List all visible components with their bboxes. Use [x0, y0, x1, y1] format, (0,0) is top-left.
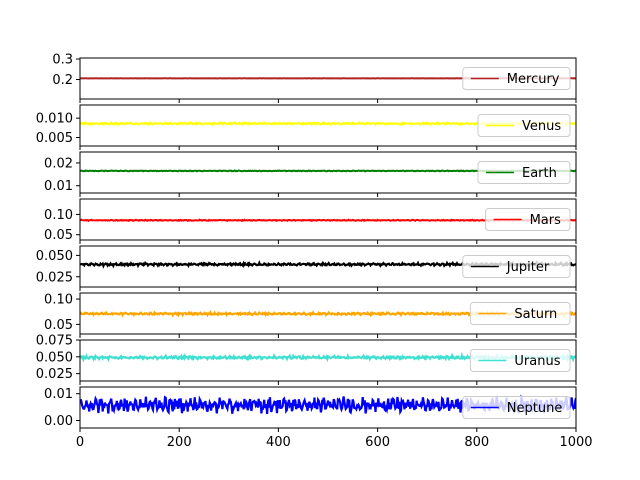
panel-venus: 0.005 0.010 Venus — [36, 104, 577, 150]
panel-neptune: 0.00 0.01 0 200 400 600 800 1000 Neptune — [44, 386, 593, 450]
legend-box-mercury — [462, 67, 571, 90]
y-tick-label-neptune: 0.01 — [44, 387, 73, 402]
legend-box-neptune — [462, 396, 571, 419]
y-tick-label-jupiter: 0.025 — [36, 270, 73, 285]
y-tick-label-mars: 0.10 — [44, 208, 73, 223]
legend-box-venus — [477, 114, 571, 137]
y-tick-label-uranus: 0.075 — [36, 334, 73, 349]
legend-earth: Earth — [477, 161, 571, 184]
axes-frame-saturn — [79, 292, 577, 335]
x-tick-label: 400 — [266, 435, 291, 450]
axes-frame-mercury — [79, 57, 577, 100]
y-tick-label-neptune: 0.00 — [44, 414, 73, 429]
legend-label-mars: Mars — [530, 213, 562, 228]
legend-jupiter: Jupiter — [462, 255, 571, 278]
axes-frame-jupiter — [79, 245, 577, 288]
y-tick-label-uranus: 0.050 — [36, 350, 73, 365]
y-tick-label-venus: 0.010 — [36, 112, 73, 127]
legend-venus: Venus — [477, 114, 571, 137]
y-tick-label-earth: 0.01 — [44, 179, 73, 194]
y-tick-label-saturn: 0.10 — [44, 293, 73, 308]
legend-mars: Mars — [485, 208, 571, 231]
x-tick-label: 0 — [76, 435, 84, 450]
panel-saturn: 0.05 0.10 Saturn — [44, 292, 577, 338]
legend-box-mars — [485, 208, 571, 231]
panel-mars: 0.05 0.10 Mars — [44, 198, 577, 244]
axes-frame-venus — [79, 104, 577, 147]
y-tick-label-jupiter: 0.050 — [36, 249, 73, 264]
y-tick-label-mercury: 0.2 — [52, 73, 73, 88]
legend-neptune: Neptune — [462, 396, 571, 419]
legend-saturn: Saturn — [469, 302, 571, 325]
x-tick-label: 800 — [464, 435, 489, 450]
legend-label-earth: Earth — [522, 166, 557, 181]
y-tick-label-uranus: 0.025 — [36, 367, 73, 382]
axes-frame-uranus — [79, 339, 577, 382]
y-tick-label-venus: 0.005 — [36, 131, 73, 146]
axes-frame-earth — [79, 151, 577, 194]
y-tick-label-mars: 0.05 — [44, 228, 73, 243]
y-tick-label-saturn: 0.05 — [44, 318, 73, 333]
legend-box-jupiter — [462, 255, 571, 278]
y-tick-label-mercury: 0.3 — [52, 53, 73, 68]
x-tick-label: 1000 — [559, 435, 592, 450]
y-tick-label-earth: 0.02 — [44, 156, 73, 171]
legend-label-neptune: Neptune — [507, 401, 563, 416]
panel-mercury: 0.2 0.3 Mercury — [52, 53, 577, 103]
legend-label-saturn: Saturn — [514, 307, 557, 322]
legend-box-uranus — [469, 349, 571, 372]
legend-uranus: Uranus — [469, 349, 571, 372]
legend-label-jupiter: Jupiter — [506, 260, 550, 275]
axes-frame-neptune — [79, 386, 577, 429]
panel-earth: 0.01 0.02 Earth — [44, 151, 577, 197]
axes-frame-mars — [79, 198, 577, 241]
legend-box-earth — [477, 161, 571, 184]
legend-label-venus: Venus — [522, 119, 561, 134]
x-tick-label: 200 — [167, 435, 192, 450]
legend-box-saturn — [469, 302, 571, 325]
panel-jupiter: 0.025 0.050 Jupiter — [36, 245, 577, 291]
legend-label-mercury: Mercury — [507, 72, 560, 87]
legend-label-uranus: Uranus — [514, 354, 560, 369]
legend-mercury: Mercury — [462, 67, 571, 90]
x-tick-label: 600 — [365, 435, 390, 450]
